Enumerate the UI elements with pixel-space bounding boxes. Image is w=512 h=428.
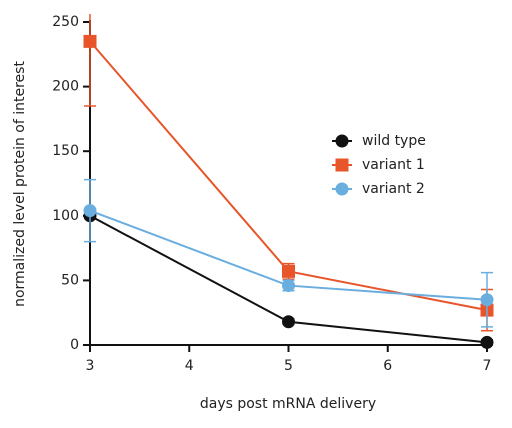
y-tick-label: 200 — [52, 79, 79, 95]
x-tick-label: 6 — [383, 358, 392, 374]
y-tick-label: 100 — [52, 208, 79, 224]
legend-marker — [335, 182, 349, 196]
legend-label: variant 1 — [362, 157, 425, 173]
x-tick-label: 5 — [284, 358, 293, 374]
x-tick-label: 3 — [86, 358, 95, 374]
data-point — [83, 204, 97, 218]
y-tick-label: 50 — [61, 272, 79, 288]
x-axis-label: days post mRNA delivery — [200, 396, 376, 412]
y-tick-label: 250 — [52, 14, 79, 30]
legend-label: wild type — [362, 133, 426, 149]
legend-marker — [335, 134, 349, 148]
data-point — [480, 335, 494, 349]
data-point — [282, 279, 295, 293]
data-point — [480, 293, 494, 307]
legend-marker — [335, 158, 349, 172]
x-tick-label: 7 — [483, 358, 492, 374]
legend-label: variant 2 — [362, 181, 425, 197]
data-point — [282, 315, 295, 329]
y-tick-label: 0 — [70, 337, 79, 353]
y-tick-label: 150 — [52, 143, 79, 159]
y-axis-label: normalized level protein of interest — [12, 61, 28, 307]
data-point — [282, 264, 295, 278]
error-bar — [84, 14, 96, 107]
x-tick-label: 4 — [185, 358, 194, 374]
data-point — [83, 34, 97, 48]
